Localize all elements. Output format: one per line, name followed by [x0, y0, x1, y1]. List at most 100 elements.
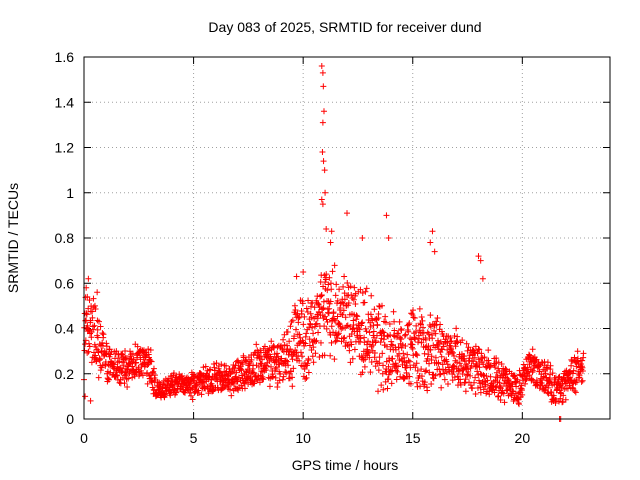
data-point	[295, 315, 302, 322]
data-point	[206, 366, 213, 373]
data-point	[414, 352, 421, 359]
data-point	[524, 364, 531, 371]
data-point	[345, 300, 352, 307]
data-point	[94, 334, 101, 341]
data-point	[414, 367, 421, 374]
data-point	[90, 295, 97, 302]
data-point	[340, 335, 347, 342]
data-point	[321, 167, 328, 174]
data-point	[238, 367, 245, 374]
data-point	[336, 321, 343, 328]
data-point	[301, 313, 308, 320]
y-tick-label: 1	[66, 185, 74, 201]
data-point	[114, 371, 121, 378]
data-point	[233, 369, 240, 376]
data-point	[323, 271, 330, 278]
data-point	[145, 361, 152, 368]
y-tick-label: 0.2	[55, 366, 75, 382]
data-point	[525, 351, 532, 358]
data-point	[85, 305, 92, 312]
data-point	[348, 341, 355, 348]
data-point	[456, 360, 463, 367]
data-point	[147, 346, 154, 353]
data-point	[427, 312, 434, 319]
data-point	[130, 356, 137, 363]
data-point	[357, 335, 364, 342]
data-point	[282, 368, 289, 375]
data-point	[424, 355, 431, 362]
data-point	[313, 320, 320, 327]
data-point	[346, 347, 353, 354]
data-point	[418, 314, 425, 320]
data-point	[91, 302, 98, 309]
data-point	[424, 387, 431, 394]
data-point	[539, 377, 546, 384]
data-point	[239, 361, 246, 368]
data-point	[557, 395, 564, 402]
data-point	[503, 387, 510, 394]
data-point	[538, 380, 545, 387]
data-point	[374, 322, 381, 329]
data-point	[487, 373, 494, 380]
data-point	[292, 326, 299, 333]
data-point	[344, 292, 350, 299]
data-point	[333, 281, 340, 288]
data-point	[369, 317, 376, 324]
data-point	[140, 360, 147, 367]
data-point	[289, 317, 296, 324]
y-tick-label: 0.8	[55, 230, 75, 246]
data-point	[274, 383, 281, 390]
data-point	[170, 370, 177, 377]
data-point	[301, 366, 308, 373]
data-point	[429, 335, 436, 342]
data-point	[364, 350, 371, 357]
data-point	[255, 363, 262, 370]
data-point	[580, 350, 587, 357]
data-point	[225, 383, 232, 390]
data-point	[468, 362, 475, 369]
data-point	[277, 342, 284, 349]
data-point	[416, 305, 423, 312]
data-point	[343, 323, 350, 330]
data-point	[139, 372, 146, 379]
data-point	[319, 149, 326, 156]
data-point	[453, 359, 460, 366]
data-point	[195, 390, 202, 397]
data-point	[410, 307, 417, 314]
data-point	[316, 354, 323, 361]
data-point	[399, 341, 406, 348]
data-point	[375, 367, 382, 374]
data-point	[363, 328, 370, 335]
data-point	[414, 383, 421, 390]
data-point	[351, 346, 358, 353]
data-point	[375, 388, 382, 395]
data-point	[417, 321, 424, 328]
data-point	[362, 356, 369, 363]
data-point	[476, 377, 483, 384]
data-point	[423, 367, 430, 374]
data-point	[373, 332, 380, 339]
data-point	[117, 364, 124, 371]
data-point	[296, 357, 303, 364]
data-point	[513, 383, 520, 390]
data-point	[497, 397, 504, 404]
data-point	[495, 393, 502, 400]
data-point	[438, 384, 445, 391]
data-point	[481, 354, 488, 361]
data-point	[371, 306, 378, 313]
data-point	[248, 356, 255, 363]
data-point	[93, 358, 100, 365]
data-point	[431, 248, 438, 255]
data-point	[293, 273, 300, 280]
data-point	[94, 317, 101, 324]
data-point	[310, 359, 317, 366]
data-point	[457, 381, 464, 388]
data-point	[336, 286, 343, 293]
data-point	[320, 315, 327, 322]
data-point	[428, 381, 435, 388]
data-point	[387, 368, 394, 375]
data-point	[342, 314, 349, 321]
data-point	[359, 369, 366, 376]
data-point	[356, 332, 363, 339]
data-point	[426, 360, 433, 367]
